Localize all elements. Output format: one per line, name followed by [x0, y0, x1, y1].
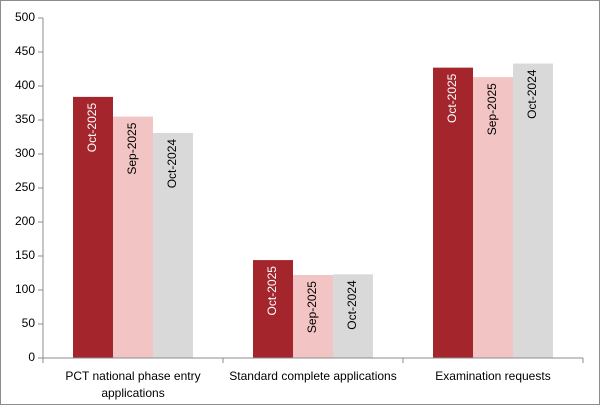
y-tick-label: 100 — [15, 282, 35, 296]
bar-label: Oct-2025 — [265, 266, 279, 316]
bar-label: Oct-2024 — [345, 280, 359, 330]
y-tick-label: 400 — [15, 78, 35, 92]
y-tick-label: 150 — [15, 248, 35, 262]
y-tick-label: 350 — [15, 112, 35, 126]
bar-label: Sep-2025 — [305, 281, 319, 333]
x-tick-label: Standard complete applications — [223, 368, 403, 385]
bar-label: Oct-2025 — [85, 103, 99, 153]
y-tick-label: 200 — [15, 214, 35, 228]
bar-label: Sep-2025 — [485, 83, 499, 135]
y-tick-label: 500 — [15, 10, 35, 24]
y-tick-label: 450 — [15, 44, 35, 58]
y-tick-label: 250 — [15, 180, 35, 194]
x-tick-label: PCT national phase entry applications — [43, 368, 223, 402]
bar-label: Oct-2024 — [165, 139, 179, 189]
bar-label: Oct-2024 — [525, 69, 539, 119]
y-tick-label: 50 — [22, 316, 36, 330]
x-tick-label: Examination requests — [403, 368, 583, 385]
bar-label: Sep-2025 — [125, 122, 139, 174]
y-tick-label: 0 — [28, 350, 35, 364]
bar-label: Oct-2025 — [445, 73, 459, 123]
y-tick-label: 300 — [15, 146, 35, 160]
